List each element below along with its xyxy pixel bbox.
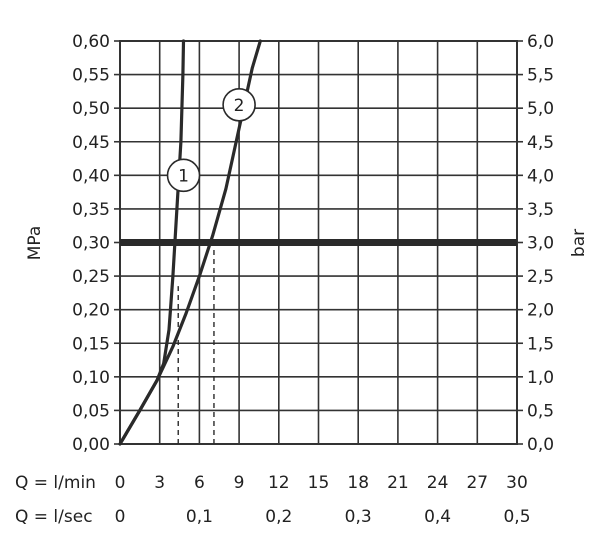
left-tick-label: 0,55 xyxy=(72,66,110,86)
x-row1-tick-label: 18 xyxy=(347,473,369,493)
right-tick-label: 1,5 xyxy=(527,334,554,354)
right-tick-label: 5,0 xyxy=(527,99,554,119)
x-row1-tick-label: 3 xyxy=(154,473,165,493)
series-marker-label: 1 xyxy=(178,166,189,186)
right-tick-label: 4,0 xyxy=(527,166,554,186)
x-row2-tick-label: 0,2 xyxy=(265,507,292,527)
tick-labels: 0,000,050,100,150,200,250,300,350,400,45… xyxy=(72,32,554,527)
x-row1-tick-label: 21 xyxy=(387,473,409,493)
left-tick-label: 0,25 xyxy=(72,267,110,287)
left-tick-label: 0,10 xyxy=(72,368,110,388)
right-tick-label: 0,0 xyxy=(527,435,554,455)
x-row1-tick-label: 12 xyxy=(268,473,290,493)
left-axis-title: MPa xyxy=(25,226,45,261)
dashed-guides xyxy=(177,242,215,444)
right-tick-label: 3,0 xyxy=(527,234,554,254)
x-row1-title: Q = l/min xyxy=(15,473,96,493)
left-tick-label: 0,15 xyxy=(72,334,110,354)
right-tick-label: 6,0 xyxy=(527,32,554,52)
x-row2-tick-label: 0,3 xyxy=(345,507,372,527)
x-row2-tick-label: 0,1 xyxy=(186,507,213,527)
left-tick-label: 0,45 xyxy=(72,133,110,153)
x-row1-tick-label: 27 xyxy=(466,473,488,493)
series-marker-1: 1 xyxy=(166,158,201,193)
right-tick-label: 2,5 xyxy=(527,267,554,287)
left-tick-label: 0,05 xyxy=(72,401,110,421)
x-row2-title: Q = l/sec xyxy=(15,507,93,527)
right-tick-label: 2,0 xyxy=(527,301,554,321)
right-tick-label: 0,5 xyxy=(527,401,554,421)
series-marker-circle xyxy=(166,158,201,193)
x-row1-tick-label: 24 xyxy=(427,473,449,493)
x-row2-tick-label: 0,4 xyxy=(424,507,451,527)
left-tick-label: 0,50 xyxy=(72,99,110,119)
x-row1-tick-label: 6 xyxy=(194,473,205,493)
right-axis-title: bar xyxy=(569,229,589,257)
right-tick-label: 3,5 xyxy=(527,200,554,220)
series-markers: 12 xyxy=(166,88,256,193)
left-tick-label: 0,40 xyxy=(72,166,110,186)
series-marker-label: 2 xyxy=(234,96,245,116)
x-row2-tick-label: 0 xyxy=(115,507,126,527)
right-tick-label: 1,0 xyxy=(527,368,554,388)
x-row1-tick-label: 9 xyxy=(234,473,245,493)
left-tick-label: 0,20 xyxy=(72,301,110,321)
left-tick-label: 0,60 xyxy=(72,32,110,52)
x-row1-tick-label: 30 xyxy=(506,473,528,493)
x-row2-tick-label: 0,5 xyxy=(503,507,530,527)
series-marker-2: 2 xyxy=(222,88,256,122)
left-tick-label: 0,30 xyxy=(72,234,110,254)
right-tick-label: 4,5 xyxy=(527,133,554,153)
right-tick-label: 5,5 xyxy=(527,66,554,86)
left-tick-label: 0,35 xyxy=(72,200,110,220)
left-tick-label: 0,00 xyxy=(72,435,110,455)
x-row1-tick-label: 0 xyxy=(115,473,126,493)
x-row1-tick-label: 15 xyxy=(308,473,330,493)
series-marker-circle xyxy=(222,88,256,122)
